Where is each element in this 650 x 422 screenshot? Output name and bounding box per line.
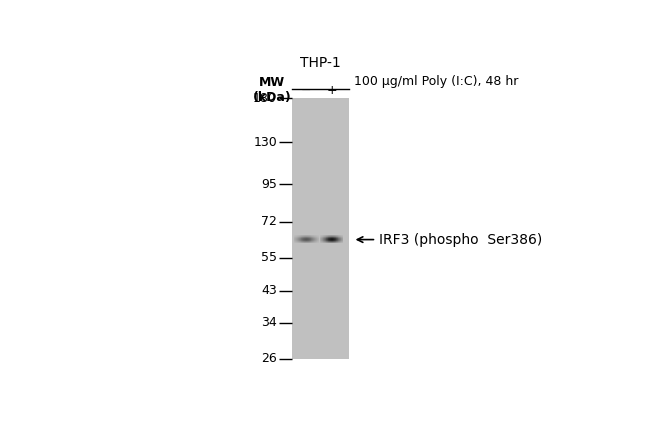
Text: −: −	[301, 84, 311, 97]
Text: 95: 95	[261, 178, 277, 191]
Bar	[292, 98, 348, 359]
Text: 26: 26	[261, 352, 277, 365]
Text: IRF3 (phospho  Ser386): IRF3 (phospho Ser386)	[379, 233, 542, 246]
Text: +: +	[326, 84, 337, 97]
Text: THP-1: THP-1	[300, 57, 341, 70]
Text: 130: 130	[254, 135, 277, 149]
Text: MW
(kDa): MW (kDa)	[252, 76, 291, 104]
Text: 34: 34	[261, 316, 277, 329]
Text: 43: 43	[261, 284, 277, 298]
Text: 180: 180	[253, 92, 277, 105]
Text: 100 µg/ml Poly (I:C), 48 hr: 100 µg/ml Poly (I:C), 48 hr	[354, 75, 518, 87]
Text: 72: 72	[261, 215, 277, 228]
Text: 55: 55	[261, 252, 277, 264]
